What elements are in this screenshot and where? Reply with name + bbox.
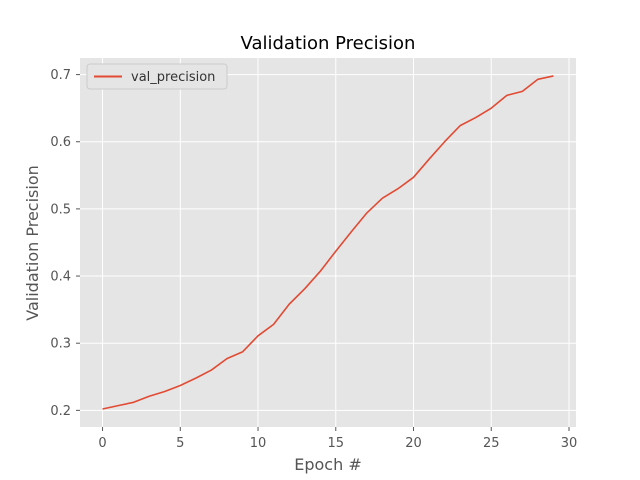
y-tick-label: 0.7 [50, 68, 71, 83]
x-tick-label: 20 [405, 436, 422, 451]
series-layer [102, 75, 554, 410]
y-tick-label: 0.3 [50, 337, 71, 352]
x-tick-label: 15 [328, 436, 345, 451]
series-line-val_precision [102, 75, 554, 410]
x-axis-label: Epoch # [294, 455, 361, 474]
legend-box [86, 63, 228, 90]
y-tick-label: 0.2 [50, 404, 71, 419]
y-tick-label: 0.6 [50, 135, 71, 150]
y-axis-label: Validation Precision [23, 165, 42, 320]
legend: val_precision [86, 63, 228, 90]
x-tick-label: 25 [483, 436, 500, 451]
x-tick-label: 5 [176, 436, 184, 451]
x-tick-label: 10 [250, 436, 267, 451]
chart-title: Validation Precision [241, 33, 416, 54]
legend-label: val_precision [131, 70, 215, 85]
x-tick-label: 30 [561, 436, 578, 451]
y-tick-label: 0.5 [50, 202, 71, 217]
axis-ticks: 0 5 10 15 20 25 30 0.2 0.3 0.4 0.5 0.6 0.7 [50, 68, 577, 451]
y-tick-label: 0.4 [50, 270, 71, 285]
x-tick-label: 0 [98, 436, 106, 451]
gridlines [80, 58, 576, 427]
plot-area [80, 58, 576, 427]
